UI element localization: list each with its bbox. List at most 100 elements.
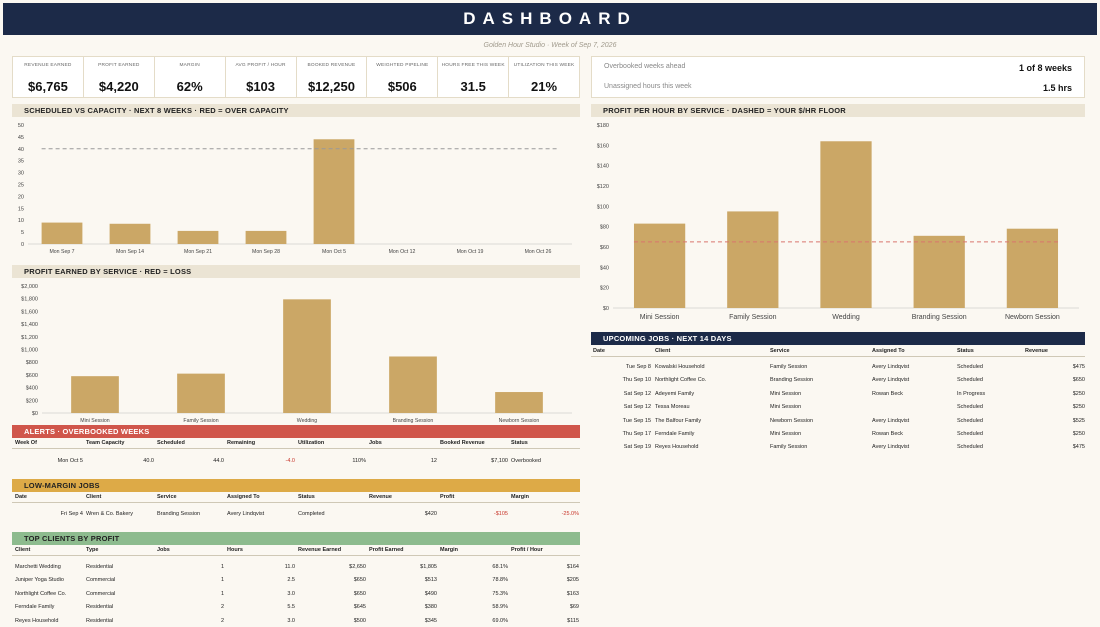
table-cell: Residential [86,564,114,570]
table-cell: $69 [569,604,579,611]
y-tick-label: $400 [26,386,38,392]
column-header: Margin [440,547,459,553]
table-cell: $250 [1072,431,1085,437]
x-tick-label: Wedding [297,418,317,424]
table-cell: $490 [424,590,437,597]
column-header: Client [15,547,31,553]
table-cell: Family Session [770,364,808,370]
bar [389,356,437,413]
kpi-value: $4,220 [98,79,139,94]
table-cell: Reyes Household [15,617,59,624]
y-tick-label: $600 [26,373,38,379]
bar [245,230,287,244]
header-divider [12,448,580,449]
table-cell: $7,100 [491,458,508,464]
x-tick-label: Branding Session [393,418,434,424]
y-tick-label: $1,600 [21,309,38,315]
y-tick-label: 45 [18,135,24,141]
top-clients-table: Client Type Jobs Hours Revenue Earned Profit … [12,546,580,626]
column-header: Assigned To [872,348,905,354]
capacity-summary: Overbooked weeks ahead 1 of 8 weeks Unass… [591,56,1085,98]
column-header: Jobs [369,440,382,446]
x-tick-label: Mon Oct 12 [389,249,416,255]
y-tick-label: $200 [26,398,38,404]
table-cell: Commercial [86,590,116,597]
table-cell: The Balfour Family [655,417,702,424]
x-tick-label: Branding Session [912,314,967,321]
y-tick-label: $160 [597,143,609,149]
table-cell: Reyes Household [655,444,699,451]
table-cell: Overbooked [511,458,541,464]
table-cell: $1,805 [420,564,437,570]
bar [820,141,872,308]
table-cell: Wren & Co. Bakery [86,511,133,517]
table-cell: Residential [86,604,114,611]
y-tick-label: 30 [18,171,24,177]
kpi-value: $506 [387,79,417,94]
kpi-avg-profit-hour: Avg Profit / Hour $103 [226,57,297,97]
table-cell: Mini Session [770,404,802,411]
kpi-value: $6,765 [28,79,68,94]
kpi-booked-revenue: Booked Revenue $12,250 [297,57,368,97]
table-cell: Scheduled [957,417,983,424]
bar [177,373,225,413]
table-cell: 11.0 [284,564,295,570]
table-cell: Thu Sep 17 [622,431,651,437]
table-cell: 2 [220,604,224,611]
y-tick-label: 10 [18,218,24,224]
table-cell: 3.0 [287,590,295,597]
y-tick-label: 0 [21,242,24,248]
y-tick-label: 50 [18,123,24,129]
table-cell: $650 [353,577,366,584]
table-cell: 12 [430,458,437,464]
kpi-utilization: Utilization This Week 21% [509,57,579,97]
section-profit-by-service: Profit Earned by Service · Red = Loss [12,265,580,278]
table-cell: Ferndale Family [15,604,55,611]
kpi-value: $103 [246,79,276,94]
kpi-label: Revenue Earned [24,63,72,68]
y-tick-label: $140 [597,164,609,170]
bar [109,223,151,244]
table-cell: -$105 [493,511,508,517]
bar [313,139,355,244]
table-cell: $525 [1072,417,1085,424]
y-tick-label: $180 [597,123,609,129]
kpi-label: Hours Free This Week [441,63,505,68]
column-header: Service [770,348,790,354]
alerts-table: Week Of Team Capacity Scheduled Remaining Ut… [12,439,580,469]
scheduled-capacity-chart: 0 5 10 15 20 25 30 35 40 45 50 Mon Sep 7 Mon Sep 14 M… [18,123,572,255]
table-cell: -25.0% [561,511,579,517]
kpi-hours-free: Hours Free This Week 31.5 [438,57,510,97]
dashboard-subtitle: Golden Hour Studio · Week of Sep 7, 2026 [483,42,617,49]
column-header: Booked Revenue [440,440,485,446]
column-header: Client [655,348,671,354]
table-cell: 58.9% [492,604,508,611]
table-cell: Scheduled [957,404,983,411]
table-cell: $2,650 [349,564,366,570]
x-tick-label: Mini Session [640,314,680,321]
column-header: Date [15,494,27,500]
column-header: Date [593,348,605,354]
kpi-label: Avg Profit / Hour [235,63,286,68]
table-cell: Avery Lindqvist [872,444,910,451]
table-cell: Scheduled [957,444,983,451]
low-margin-table: Date Client Service Assigned To Status Revenu… [12,493,580,523]
table-cell: $513 [424,577,437,584]
table-cell: In Progress [957,390,986,397]
kpi-value: 31.5 [460,79,486,94]
y-tick-label: $1,800 [21,297,38,303]
column-header: Scheduled [157,440,185,446]
header-divider [12,502,580,503]
table-cell: 2.5 [287,577,295,584]
header-divider [12,555,580,556]
column-header: Profit / Hour [511,547,543,553]
table-cell: Tue Sep 8 [625,364,651,370]
table-cell: Completed [298,511,325,517]
x-tick-label: Mon Oct 26 [525,249,552,255]
column-header: Revenue [369,494,392,500]
table-cell: Juniper Yoga Studio [15,577,64,584]
table-cell: 2 [220,617,224,624]
table-cell: $163 [566,590,579,597]
table-cell: 110% [352,458,366,464]
table-cell: 1 [220,564,224,570]
